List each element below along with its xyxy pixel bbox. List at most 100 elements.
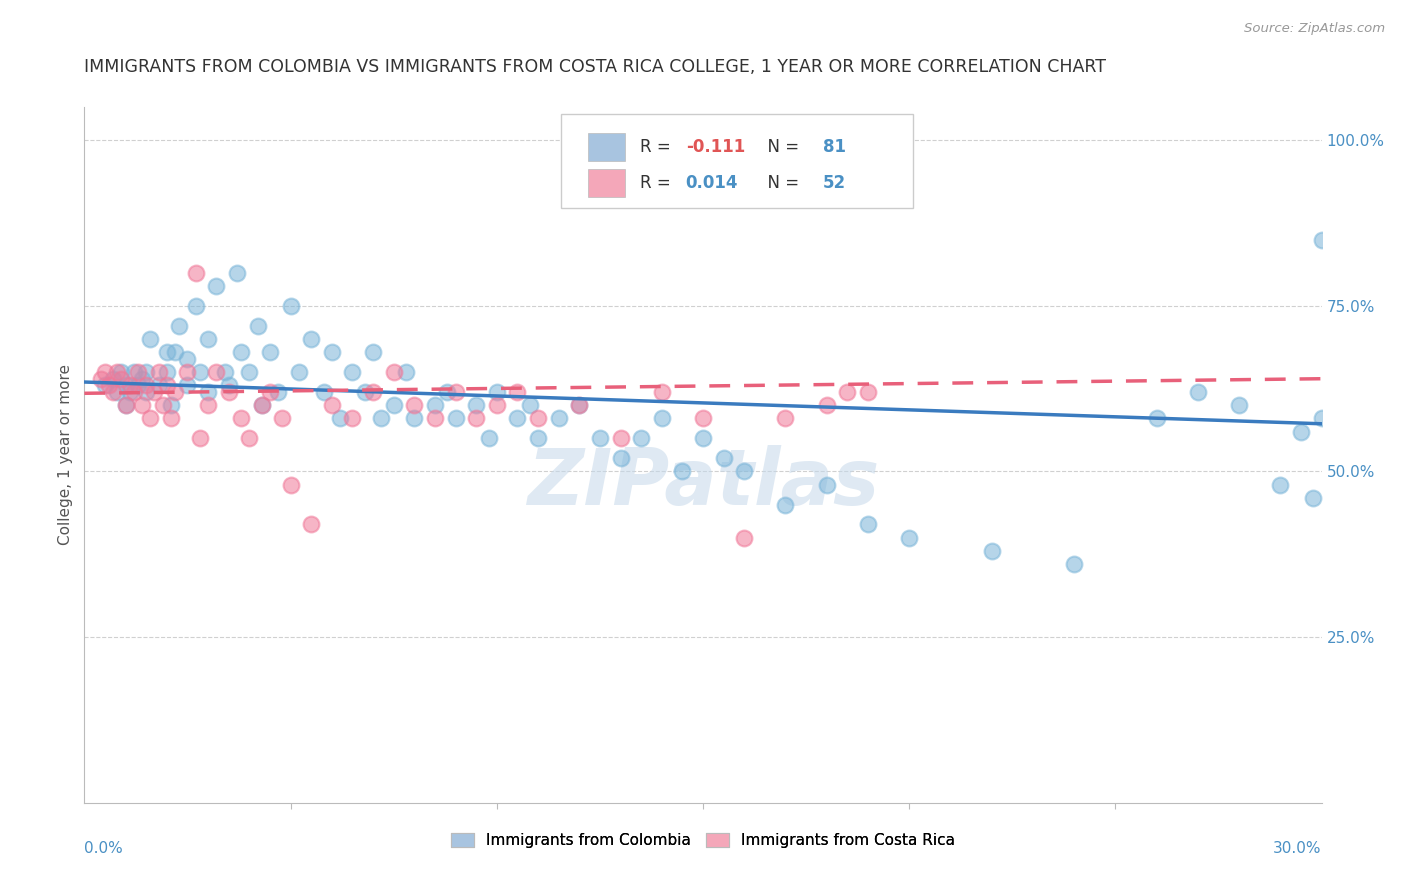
Point	[589, 431, 612, 445]
Point	[148, 378, 170, 392]
Point	[229, 345, 252, 359]
Point	[465, 398, 488, 412]
Text: IMMIGRANTS FROM COLOMBIA VS IMMIGRANTS FROM COSTA RICA COLLEGE, 1 YEAR OR MORE C: IMMIGRANTS FROM COLOMBIA VS IMMIGRANTS F…	[84, 58, 1107, 77]
Point	[114, 378, 136, 392]
Point	[197, 384, 219, 399]
Point	[188, 431, 211, 445]
Point	[267, 384, 290, 399]
Point	[127, 365, 149, 379]
Point	[651, 384, 673, 399]
Point	[671, 465, 693, 479]
Point	[692, 431, 714, 445]
Point	[148, 365, 170, 379]
Point	[423, 398, 446, 412]
Point	[856, 384, 879, 399]
Point	[444, 411, 467, 425]
Point	[321, 398, 343, 412]
Point	[775, 411, 797, 425]
Point	[156, 378, 179, 392]
Point	[127, 378, 149, 392]
Point	[444, 384, 467, 399]
Point	[321, 345, 343, 359]
Point	[160, 411, 183, 425]
Point	[205, 279, 228, 293]
Point	[122, 365, 145, 379]
Point	[651, 411, 673, 425]
Point	[1227, 398, 1250, 412]
Point	[238, 431, 260, 445]
Point	[1146, 411, 1168, 425]
Point	[238, 365, 260, 379]
Point	[94, 378, 117, 392]
Point	[547, 411, 569, 425]
Point	[135, 378, 157, 392]
Point	[250, 398, 273, 412]
Point	[259, 345, 281, 359]
Point	[1302, 491, 1324, 505]
Y-axis label: College, 1 year or more: College, 1 year or more	[58, 365, 73, 545]
Point	[197, 332, 219, 346]
Point	[395, 365, 418, 379]
Point	[218, 384, 240, 399]
Point	[122, 384, 145, 399]
Text: N =: N =	[758, 138, 804, 156]
Point	[110, 372, 132, 386]
Point	[103, 372, 125, 386]
Point	[1310, 233, 1333, 247]
Point	[815, 398, 838, 412]
Point	[103, 384, 125, 399]
Point	[176, 378, 198, 392]
Text: 0.014: 0.014	[686, 174, 738, 192]
Point	[370, 411, 392, 425]
Point	[176, 365, 198, 379]
FancyBboxPatch shape	[588, 133, 626, 161]
Point	[135, 365, 157, 379]
Point	[342, 365, 364, 379]
Point	[382, 398, 405, 412]
Point	[197, 398, 219, 412]
Point	[118, 384, 141, 399]
Point	[980, 544, 1002, 558]
Point	[110, 365, 132, 379]
Point	[105, 384, 128, 399]
Point	[160, 398, 183, 412]
Point	[184, 266, 207, 280]
Point	[568, 398, 591, 412]
Point	[105, 365, 128, 379]
Point	[404, 398, 426, 412]
Point	[404, 411, 426, 425]
Text: 52: 52	[823, 174, 846, 192]
Point	[713, 451, 735, 466]
Point	[312, 384, 335, 399]
Point	[131, 398, 153, 412]
Point	[1289, 425, 1312, 439]
Text: -0.111: -0.111	[686, 138, 745, 156]
Point	[259, 384, 281, 399]
Text: Source: ZipAtlas.com: Source: ZipAtlas.com	[1244, 22, 1385, 36]
Point	[342, 411, 364, 425]
Point	[135, 384, 157, 399]
Point	[692, 411, 714, 425]
Point	[139, 411, 162, 425]
Point	[609, 431, 631, 445]
Point	[361, 345, 384, 359]
Point	[506, 411, 529, 425]
Point	[184, 299, 207, 313]
Point	[1310, 411, 1333, 425]
Legend: Immigrants from Colombia, Immigrants from Costa Rica: Immigrants from Colombia, Immigrants fro…	[444, 827, 962, 855]
Text: 30.0%: 30.0%	[1274, 841, 1322, 856]
Point	[165, 384, 187, 399]
Point	[519, 398, 541, 412]
Point	[329, 411, 352, 425]
Point	[733, 531, 755, 545]
Text: R =: R =	[640, 138, 676, 156]
Point	[382, 365, 405, 379]
Point	[527, 431, 550, 445]
Point	[299, 332, 322, 346]
Point	[271, 411, 294, 425]
Text: N =: N =	[758, 174, 804, 192]
Point	[485, 398, 508, 412]
FancyBboxPatch shape	[588, 169, 626, 197]
Point	[1063, 558, 1085, 572]
Text: R =: R =	[640, 174, 676, 192]
